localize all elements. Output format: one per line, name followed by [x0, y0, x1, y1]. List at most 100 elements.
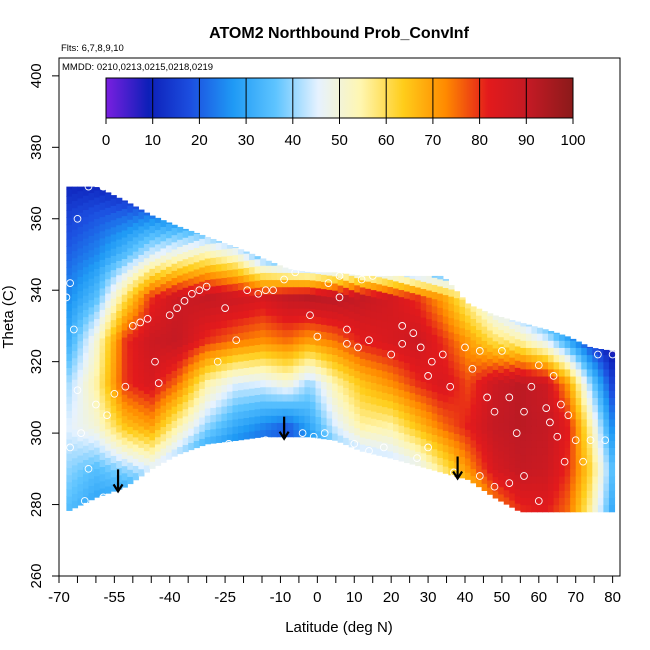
- heatmap-cell: [498, 472, 505, 481]
- heatmap-cell: [398, 446, 405, 455]
- heatmap-cell: [415, 286, 422, 295]
- heatmap-cell: [431, 405, 438, 414]
- heatmap-cell: [249, 395, 256, 403]
- heatmap-cell: [221, 270, 228, 278]
- heatmap-cell: [193, 354, 200, 363]
- heatmap-cell: [586, 404, 593, 413]
- heatmap-cell: [121, 265, 128, 274]
- heatmap-cell: [603, 468, 610, 477]
- heatmap-cell: [298, 379, 306, 388]
- heatmap-cell: [171, 306, 178, 314]
- heatmap-cell: [470, 346, 477, 355]
- heatmap-cell: [221, 320, 228, 328]
- heatmap-cell: [215, 278, 222, 286]
- heatmap-cell: [548, 375, 555, 384]
- heatmap-cell: [348, 382, 355, 391]
- heatmap-cell: [88, 292, 95, 301]
- heatmap-cell: [448, 417, 455, 426]
- heatmap-cell: [487, 351, 494, 360]
- heatmap-cell: [354, 275, 361, 279]
- heatmap-cell: [143, 229, 151, 237]
- heatmap-cell: [66, 317, 73, 326]
- heatmap-cell: [581, 433, 588, 441]
- heatmap-cell: [226, 362, 234, 371]
- heatmap-cell: [177, 324, 184, 333]
- heatmap-cell: [503, 482, 510, 491]
- heatmap-cell: [487, 372, 494, 381]
- heatmap-cell: [171, 234, 178, 243]
- heatmap-cell: [154, 415, 162, 423]
- heatmap-cell: [442, 401, 449, 410]
- heatmap-cell: [476, 436, 483, 445]
- arrow-marker: [278, 416, 290, 441]
- heatmap-cell: [343, 430, 350, 438]
- heatmap-cell: [581, 375, 588, 384]
- heatmap-cell: [121, 365, 128, 374]
- heatmap-cell: [160, 333, 167, 342]
- heatmap-cell: [127, 326, 134, 335]
- heatmap-cell: [99, 452, 106, 460]
- heatmap-cell: [575, 390, 582, 398]
- heatmap-cell: [409, 421, 416, 429]
- observation-point: [69, 325, 78, 334]
- heatmap-cell: [121, 437, 128, 445]
- heatmap-cell: [498, 379, 505, 388]
- heatmap-cell: [204, 350, 211, 359]
- heatmap-cell: [138, 297, 145, 305]
- heatmap-cell: [66, 331, 73, 340]
- heatmap-cell: [121, 394, 128, 402]
- heatmap-cell: [177, 239, 184, 247]
- heatmap-cell: [287, 269, 294, 273]
- heatmap-cell: [204, 386, 211, 395]
- heatmap-cell: [82, 295, 90, 303]
- heatmap-cell: [199, 352, 206, 361]
- heatmap-cell: [132, 443, 139, 452]
- heatmap-cell: [143, 422, 151, 430]
- heatmap-cell: [592, 504, 599, 513]
- heatmap-cell: [514, 410, 521, 418]
- heatmap-cell: [431, 284, 438, 293]
- heatmap-cell: [249, 309, 256, 318]
- heatmap-cell: [348, 274, 355, 276]
- heatmap-cell: [160, 247, 167, 256]
- heatmap-cell: [332, 297, 339, 305]
- heatmap-cell: [597, 349, 604, 356]
- heatmap-cell: [559, 340, 566, 348]
- heatmap-cell: [525, 333, 533, 341]
- heatmap-cell: [448, 353, 455, 361]
- heatmap-cell: [536, 418, 544, 427]
- heatmap-cell: [66, 324, 73, 333]
- heatmap-cell: [481, 426, 488, 434]
- heatmap-cell: [487, 451, 494, 460]
- heatmap-cell: [171, 313, 178, 321]
- heatmap-cell: [132, 365, 139, 374]
- heatmap-cell: [193, 426, 200, 434]
- heatmap-cell: [525, 383, 533, 391]
- heatmap-cell: [221, 291, 228, 300]
- heatmap-cell: [138, 261, 145, 270]
- heatmap-cell: [287, 400, 294, 409]
- heatmap-cell: [121, 272, 128, 281]
- heatmap-cell: [520, 397, 527, 406]
- heatmap-cell: [199, 359, 206, 368]
- heatmap-cell: [387, 279, 394, 288]
- heatmap-cell: [77, 276, 84, 285]
- colorbar-tick-label: 80: [471, 132, 488, 149]
- heatmap-cell: [481, 326, 488, 334]
- heatmap-cell: [376, 326, 383, 335]
- heatmap-cell: [542, 390, 549, 398]
- heatmap-cell: [442, 337, 449, 346]
- heatmap-cell: [66, 253, 73, 261]
- heatmap-cell: [381, 392, 389, 400]
- heatmap-cell: [608, 425, 616, 434]
- heatmap-cell: [282, 358, 289, 366]
- heatmap-cell: [370, 411, 378, 419]
- heatmap-cell: [249, 302, 256, 311]
- heatmap-cell: [82, 330, 90, 339]
- heatmap-cell: [503, 439, 510, 448]
- heatmap-cell: [138, 397, 145, 405]
- heatmap-cell: [105, 378, 112, 387]
- heatmap-cell: [238, 346, 245, 355]
- heatmap-cell: [393, 275, 400, 282]
- heatmap-cell: [210, 343, 217, 351]
